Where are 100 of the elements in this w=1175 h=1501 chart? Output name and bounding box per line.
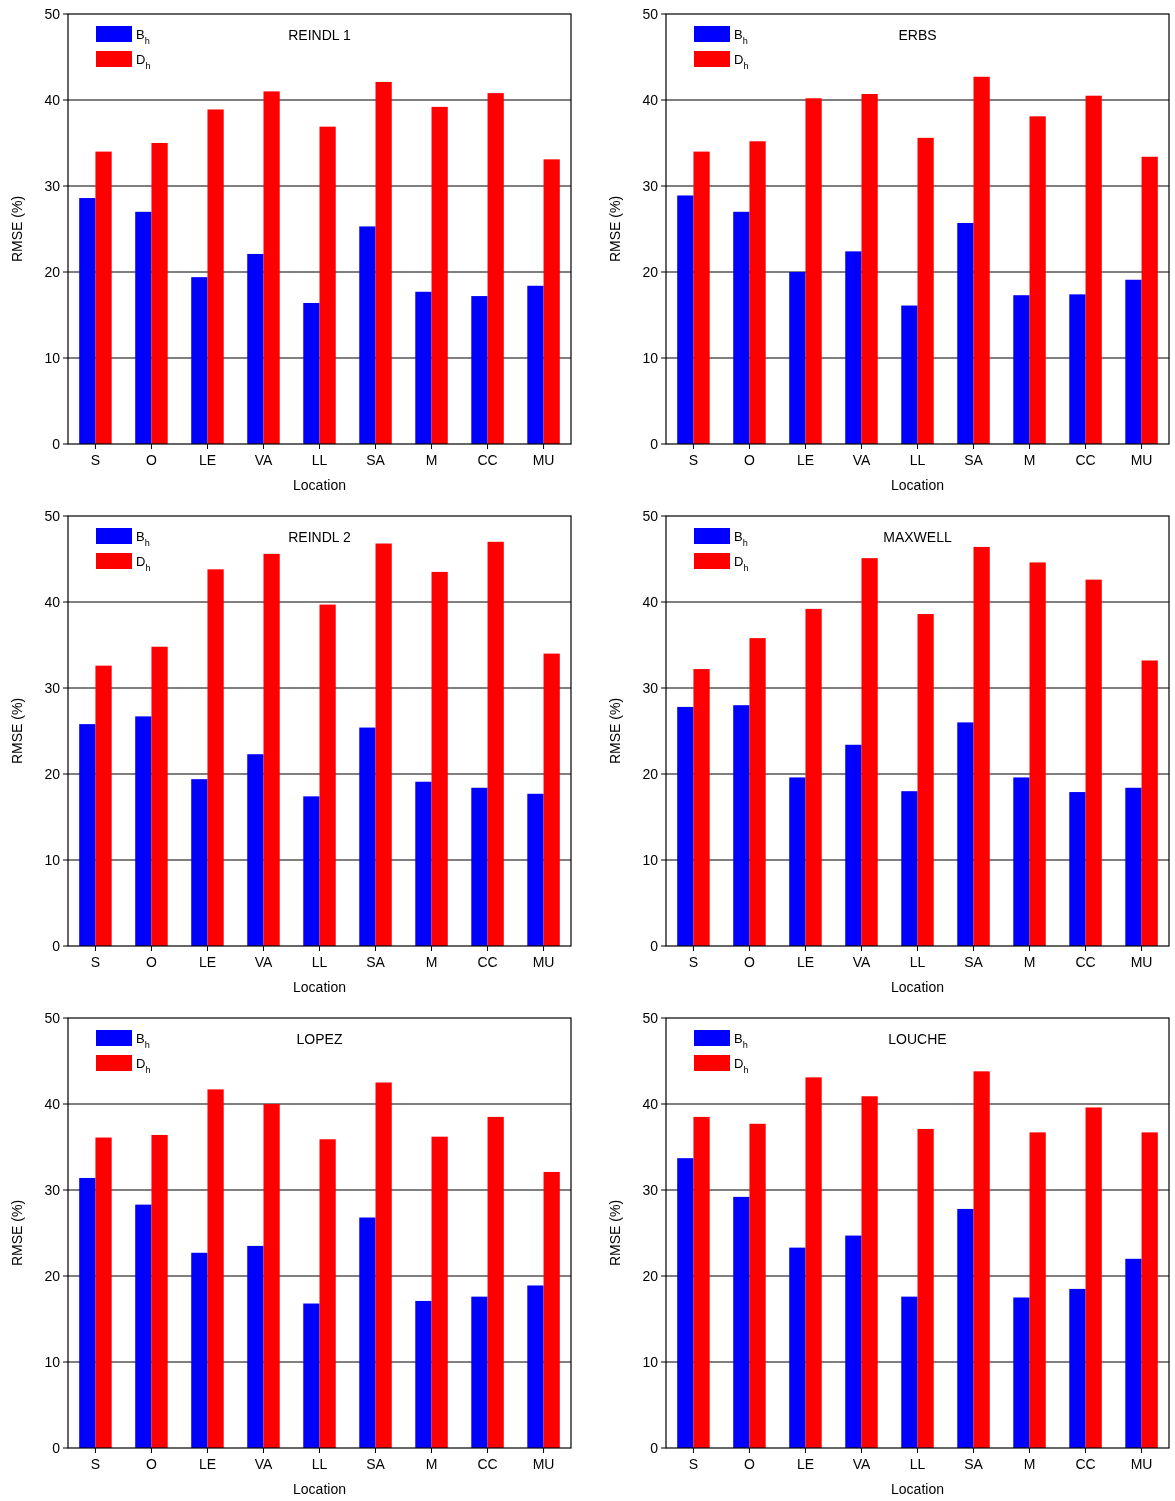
bar [733, 705, 750, 946]
bar [749, 1123, 766, 1448]
bar [543, 1171, 560, 1448]
x-tick-label: VA [254, 452, 273, 468]
x-tick-label: MU [1130, 452, 1153, 468]
bar [471, 296, 488, 444]
y-tick-label: 10 [44, 851, 61, 868]
bar [1069, 1288, 1086, 1448]
x-tick-label: O [146, 1456, 158, 1472]
text: ERBS [898, 27, 937, 43]
x-tick-label: LL [311, 1456, 328, 1472]
bar [861, 1096, 878, 1448]
bar [247, 754, 264, 946]
x-tick-label: O [744, 1456, 756, 1472]
y-tick-label: 10 [642, 1353, 659, 1370]
y-tick-label: 50 [642, 5, 659, 22]
y-axis-title: RMSE (%) [9, 195, 25, 263]
x-tick-label: VA [254, 954, 273, 970]
bar [135, 211, 152, 444]
bar [487, 1116, 504, 1448]
y-tick-label: 0 [650, 1439, 659, 1456]
x-axis-title: Location [293, 477, 346, 493]
bar [431, 106, 448, 444]
bar [263, 1104, 280, 1448]
bar [191, 277, 208, 444]
y-tick-label: 10 [642, 349, 659, 366]
y-tick-label: 40 [642, 1095, 659, 1112]
y-tick-label: 30 [642, 679, 659, 696]
x-tick-label: M [1023, 1456, 1036, 1472]
bar [693, 1116, 710, 1448]
x-tick-label: CC [477, 954, 498, 970]
y-axis-title: RMSE (%) [607, 1199, 623, 1267]
bar [431, 571, 448, 946]
x-tick-label: VA [852, 954, 871, 970]
bar [1013, 777, 1030, 946]
bar [263, 91, 280, 444]
bar [1141, 156, 1158, 444]
x-axis-title: Location [293, 1481, 346, 1497]
y-tick-label: 40 [44, 593, 61, 610]
bar [1125, 279, 1142, 444]
bar [805, 98, 822, 444]
y-tick-label: 0 [52, 435, 61, 452]
x-tick-label: O [744, 954, 756, 970]
bar [247, 1245, 264, 1448]
legend-label: B$_{h}$ [734, 1031, 748, 1050]
x-tick-label: SA [366, 1456, 386, 1472]
bar [805, 608, 822, 946]
y-axis-title: RMSE (%) [607, 195, 623, 263]
bar [1013, 295, 1030, 444]
x-tick-label: VA [852, 1456, 871, 1472]
text: REINDL 2 [288, 529, 351, 545]
bar [151, 1134, 168, 1448]
bar [79, 198, 96, 444]
x-tick-label: MU [1130, 1456, 1153, 1472]
bar [303, 1303, 320, 1448]
x-tick-label: MU [532, 954, 555, 970]
bar [749, 141, 766, 444]
y-tick-label: 20 [44, 263, 61, 280]
bar [527, 285, 544, 444]
x-tick-label: SA [964, 452, 984, 468]
bar [303, 302, 320, 444]
bar [677, 1158, 694, 1448]
x-tick-label: M [425, 1456, 438, 1472]
bar [95, 151, 112, 444]
x-tick-label: M [425, 452, 438, 468]
y-tick-label: 0 [650, 937, 659, 954]
bar [247, 253, 264, 444]
x-tick-label: M [425, 954, 438, 970]
x-tick-label: S [90, 1456, 101, 1472]
bar [1029, 116, 1046, 444]
bar [861, 93, 878, 444]
bar [861, 558, 878, 946]
bar [749, 638, 766, 946]
bar [415, 291, 432, 444]
bar [973, 76, 990, 444]
y-tick-label: 40 [44, 91, 61, 108]
bar [733, 211, 750, 444]
bar [1125, 787, 1142, 946]
bar [1069, 792, 1086, 946]
bar [901, 791, 918, 946]
legend-label: B$_{h}$ [734, 529, 748, 548]
bar [135, 716, 152, 946]
legend-label: D$_{h}$ [734, 52, 749, 71]
bar [319, 1139, 336, 1448]
bar [1029, 1132, 1046, 1448]
x-tick-label: LE [198, 1456, 217, 1472]
bar [471, 1296, 488, 1448]
text: REINDL 1 [288, 27, 351, 43]
bar [845, 251, 862, 444]
bar [1085, 95, 1102, 444]
x-tick-label: LE [198, 452, 217, 468]
bar [845, 744, 862, 946]
bar [1029, 562, 1046, 946]
x-tick-label: CC [477, 1456, 498, 1472]
bar [1013, 1297, 1030, 1448]
bar [677, 195, 694, 444]
y-tick-label: 40 [44, 1095, 61, 1112]
bar [957, 1208, 974, 1448]
x-tick-label: MU [532, 1456, 555, 1472]
bar [901, 1296, 918, 1448]
